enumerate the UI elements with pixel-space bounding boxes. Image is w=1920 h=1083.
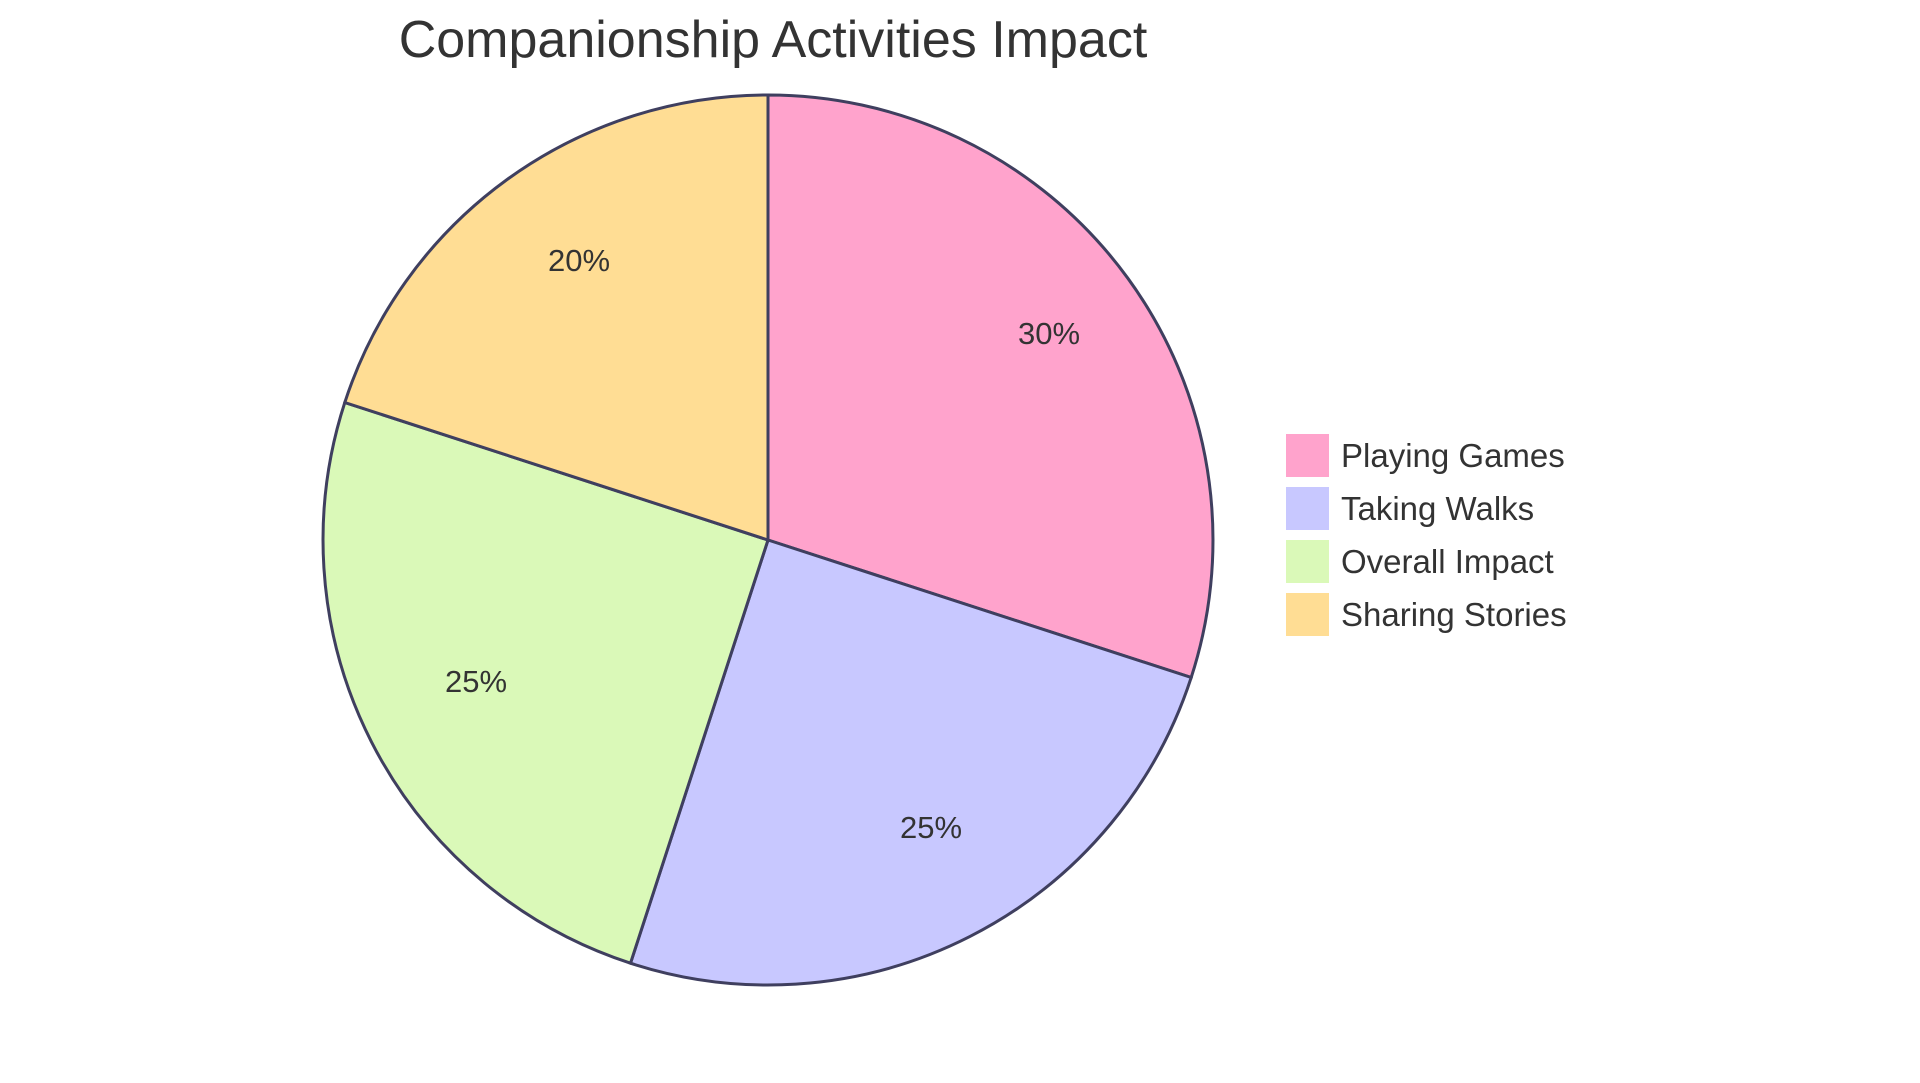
chart-title: Companionship Activities Impact: [398, 11, 1148, 69]
slice-label-overall-impact: 25%: [445, 664, 507, 699]
legend-label: Overall Impact: [1341, 542, 1554, 580]
legend-swatch: [1285, 486, 1330, 531]
legend-swatch: [1285, 592, 1330, 637]
slice-sharing-stories: [342, 93, 770, 543]
legend: Playing Games Taking Walks Overall Impac…: [1285, 433, 1567, 645]
slice-label-playing-games: 30%: [1018, 316, 1080, 351]
slice-playing-games: [766, 93, 1215, 680]
legend-item-playing-games: Playing Games: [1285, 433, 1567, 478]
legend-label: Playing Games: [1341, 436, 1565, 474]
slice-label-taking-walks: 25%: [900, 810, 962, 845]
legend-item-sharing-stories: Sharing Stories: [1285, 592, 1567, 637]
legend-swatch: [1285, 433, 1330, 478]
legend-item-taking-walks: Taking Walks: [1285, 486, 1567, 531]
slice-taking-walks: [628, 538, 1194, 987]
legend-item-overall-impact: Overall Impact: [1285, 539, 1567, 584]
slice-overall-impact: [321, 400, 770, 966]
slice-label-sharing-stories: 20%: [548, 243, 610, 278]
legend-label: Taking Walks: [1341, 489, 1535, 527]
legend-swatch: [1285, 539, 1330, 584]
legend-label: Sharing Stories: [1341, 595, 1567, 633]
